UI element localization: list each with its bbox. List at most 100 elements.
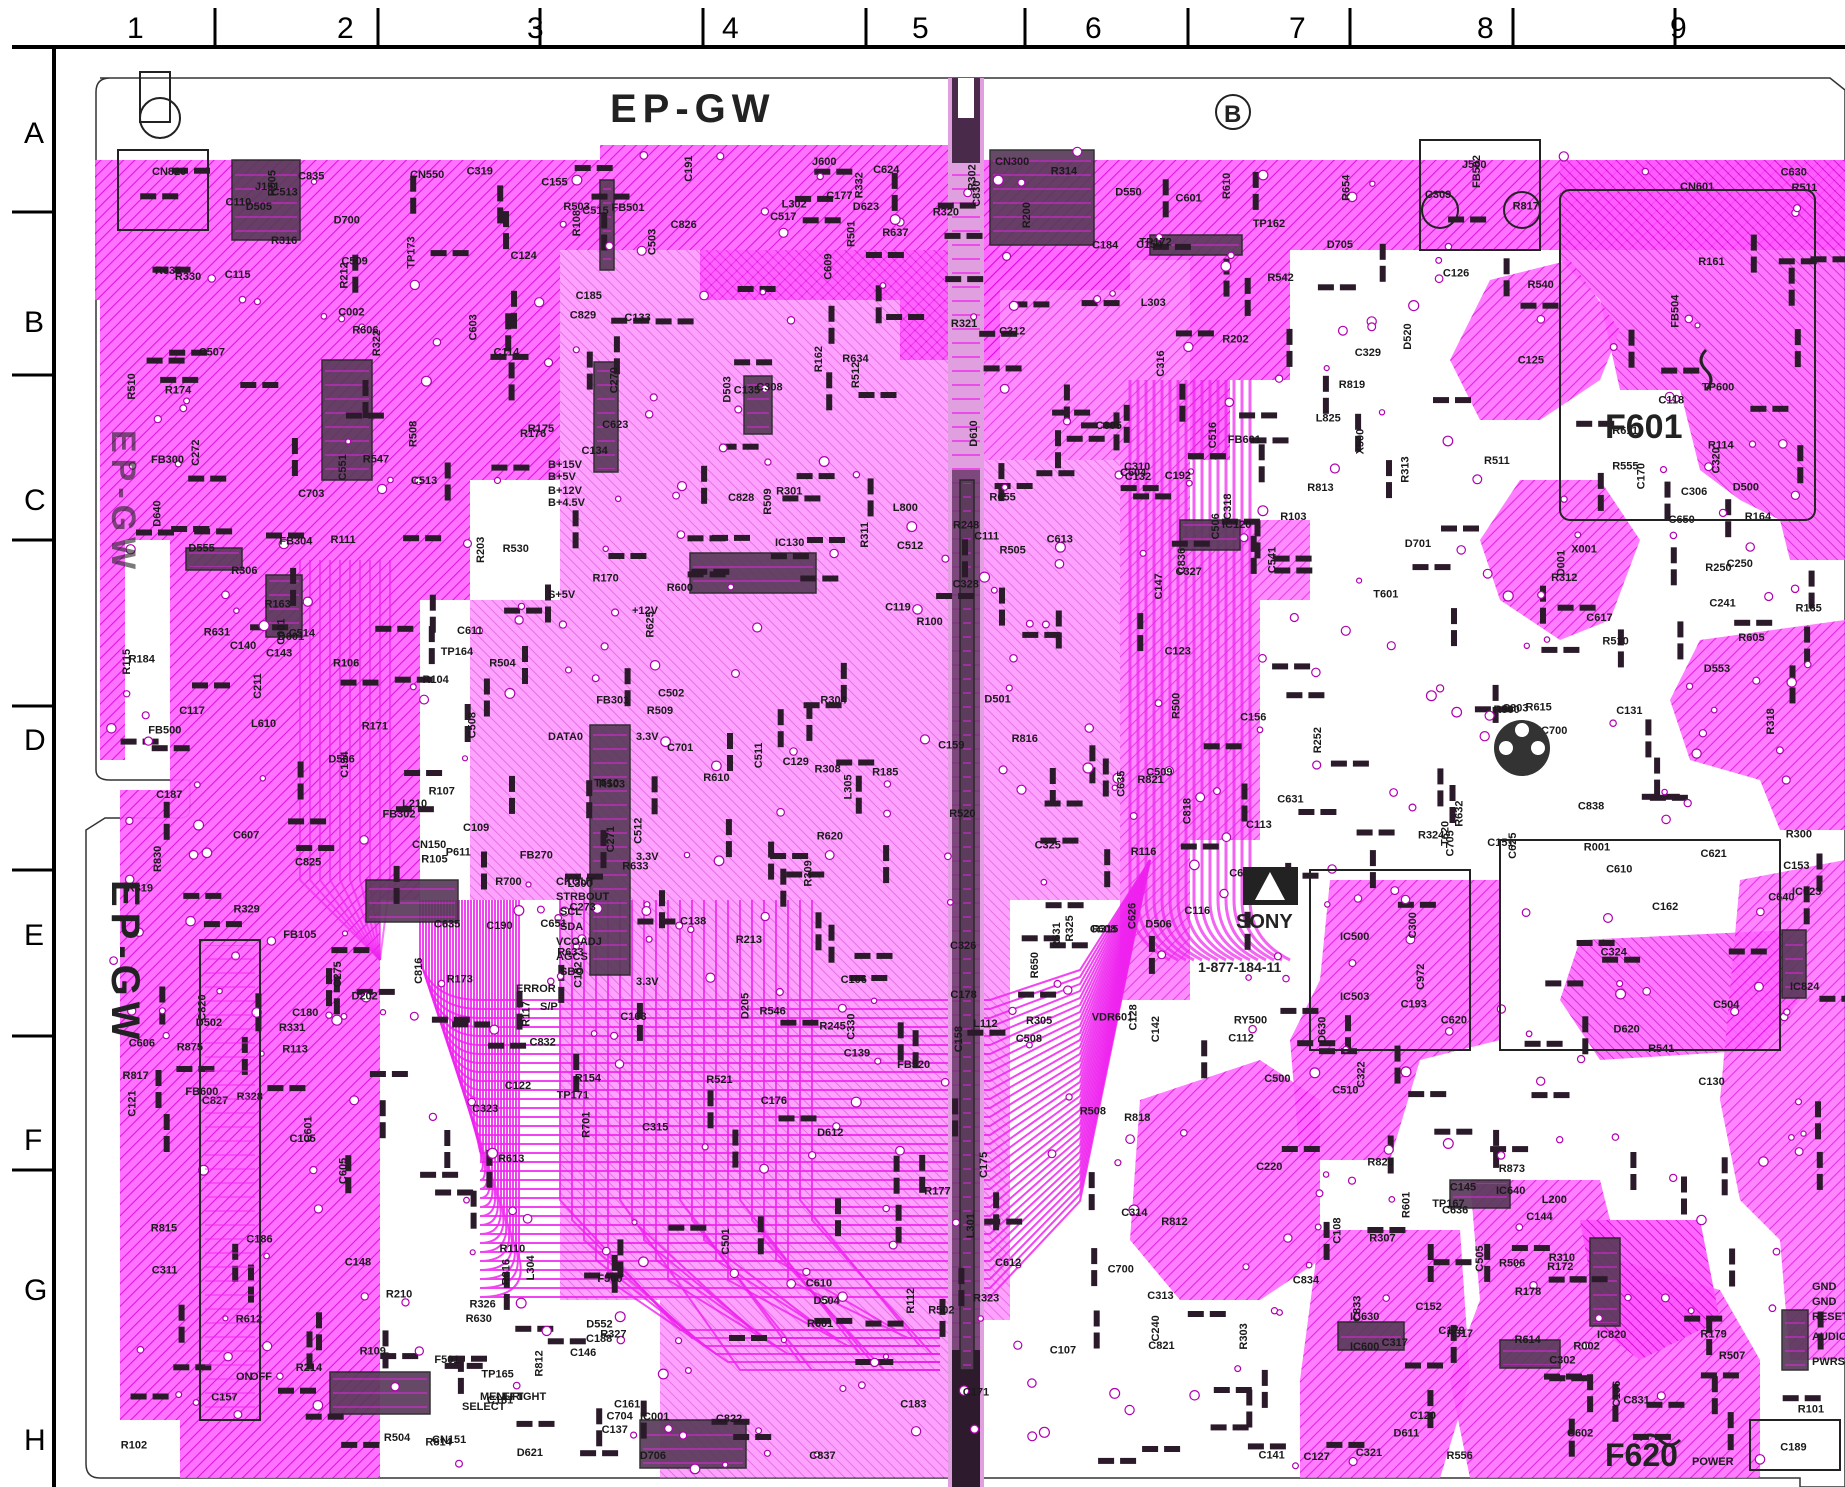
component-label: C836 bbox=[1176, 548, 1188, 574]
component-label: C504 bbox=[1713, 999, 1740, 1011]
part-label: IC640 bbox=[1496, 1185, 1525, 1197]
component-label: R326 bbox=[470, 1299, 496, 1311]
component-label: R500 bbox=[1494, 704, 1520, 716]
component-label: R546 bbox=[760, 1005, 786, 1017]
component-label: C611 bbox=[457, 625, 483, 637]
j500-connector bbox=[1419, 139, 1541, 251]
component-label: R116 bbox=[1131, 846, 1157, 858]
component-label: C144 bbox=[1526, 1211, 1553, 1223]
grid-row-label: H bbox=[24, 1424, 46, 1457]
grid-column-label: 6 bbox=[1085, 12, 1102, 45]
component-label: R521 bbox=[706, 1074, 732, 1086]
component-label: C822 bbox=[716, 1413, 742, 1425]
component-label: D620 bbox=[1614, 1024, 1640, 1036]
transformer-outline bbox=[1309, 189, 1816, 1051]
component-label: C002 bbox=[338, 307, 364, 319]
component-label: R165 bbox=[1796, 603, 1822, 615]
component-label: R172 bbox=[1547, 1261, 1573, 1273]
component-label: R540 bbox=[1528, 279, 1554, 291]
component-label: C510 bbox=[1332, 1084, 1358, 1096]
component-label: C183 bbox=[900, 1398, 926, 1410]
grid-row-label: C bbox=[24, 484, 46, 517]
part-label: IC500 bbox=[1340, 931, 1369, 943]
component-label: F500 bbox=[597, 1273, 622, 1285]
component-label: R245 bbox=[819, 1021, 845, 1033]
grid-column-label: 2 bbox=[337, 12, 354, 45]
signal-label: ON bbox=[236, 1371, 253, 1383]
component-label: D611 bbox=[1394, 1427, 1420, 1439]
part-label: CN150 bbox=[412, 839, 446, 851]
component-label: C631 bbox=[1277, 793, 1303, 805]
component-label: C188 bbox=[586, 1333, 612, 1345]
component-label: R309 bbox=[803, 860, 815, 886]
signal-label: MENU bbox=[480, 1391, 512, 1403]
component-label: R202 bbox=[1222, 334, 1248, 346]
component-label: C314 bbox=[1121, 1207, 1148, 1219]
component-label: C604 bbox=[1120, 467, 1147, 479]
component-label: C190 bbox=[486, 920, 512, 932]
component-label: C193 bbox=[1401, 999, 1427, 1011]
component-label: C124 bbox=[511, 250, 538, 262]
component-label: C171 bbox=[963, 1387, 989, 1399]
component-label: C324 bbox=[1601, 946, 1628, 958]
component-label: D550 bbox=[1115, 187, 1141, 199]
grid-column-label: 9 bbox=[1670, 12, 1687, 45]
component-label: C834 bbox=[1293, 1275, 1320, 1287]
component-label: C603 bbox=[468, 314, 480, 340]
component-label: D205 bbox=[740, 993, 752, 1019]
component-label: R308 bbox=[815, 764, 841, 776]
component-label: C513 bbox=[271, 187, 297, 199]
part-label: IC600 bbox=[1350, 1341, 1379, 1353]
component-label: R303 bbox=[1238, 1323, 1250, 1349]
component-label: C154 bbox=[1136, 239, 1163, 251]
component-label: R313 bbox=[1399, 456, 1411, 482]
component-label: C133 bbox=[624, 312, 650, 324]
part-label: IC623 bbox=[1792, 886, 1821, 898]
signal-label: SDA bbox=[560, 921, 583, 933]
component-label: R325 bbox=[1064, 915, 1076, 941]
component-label: R817 bbox=[1513, 201, 1539, 213]
component-label: C130 bbox=[1698, 1076, 1724, 1088]
component-label: R104 bbox=[423, 674, 450, 686]
component-label: R252 bbox=[1312, 727, 1324, 753]
component-label: FB601 bbox=[1228, 434, 1261, 446]
component-label: R312 bbox=[1551, 572, 1577, 584]
component-label: R633 bbox=[557, 947, 583, 959]
component-label: C116 bbox=[1184, 905, 1210, 917]
component-label: FB105 bbox=[283, 929, 316, 941]
component-label: R330 bbox=[175, 271, 201, 283]
component-label: R317 bbox=[1447, 1328, 1473, 1340]
component-label: C170 bbox=[1636, 463, 1648, 489]
component-label: R114 bbox=[1708, 440, 1735, 452]
component-label: R631 bbox=[204, 627, 230, 639]
component-label: C833 bbox=[1351, 1296, 1363, 1322]
component-label: R506 bbox=[1499, 1257, 1525, 1269]
component-label: R637 bbox=[882, 227, 908, 239]
grid-frame bbox=[12, 8, 1845, 1487]
component-label: R100 bbox=[917, 616, 943, 628]
component-label: C321 bbox=[1356, 1447, 1382, 1459]
component-label: C194 bbox=[339, 751, 351, 778]
component-label: R213 bbox=[736, 934, 762, 946]
component-label: C161 bbox=[614, 1398, 640, 1410]
component-label: R179 bbox=[1700, 1328, 1726, 1340]
component-label: C110 bbox=[226, 197, 252, 209]
component-label: C610 bbox=[1606, 863, 1632, 875]
component-label: C105 bbox=[290, 1133, 316, 1145]
component-label: FB520 bbox=[897, 1059, 930, 1071]
component-label: R531 bbox=[1051, 922, 1063, 948]
grid-row-label: E bbox=[24, 919, 44, 952]
component-label: R509 bbox=[647, 705, 673, 717]
voltage-label: 3.3V bbox=[636, 976, 659, 988]
component-label: D700 bbox=[334, 214, 360, 226]
component-label: C250 bbox=[1727, 558, 1753, 570]
component-label: C515 bbox=[582, 205, 608, 217]
component-label: FB304 bbox=[279, 536, 313, 548]
component-label: R162 bbox=[813, 346, 825, 372]
component-label: TP172 bbox=[1139, 237, 1171, 249]
component-label: TP162 bbox=[1253, 218, 1285, 230]
component-label: C302 bbox=[1549, 1354, 1575, 1366]
component-label: C137 bbox=[602, 1424, 628, 1436]
component-label: R176 bbox=[520, 428, 546, 440]
signal-label: S/P bbox=[540, 1001, 558, 1013]
